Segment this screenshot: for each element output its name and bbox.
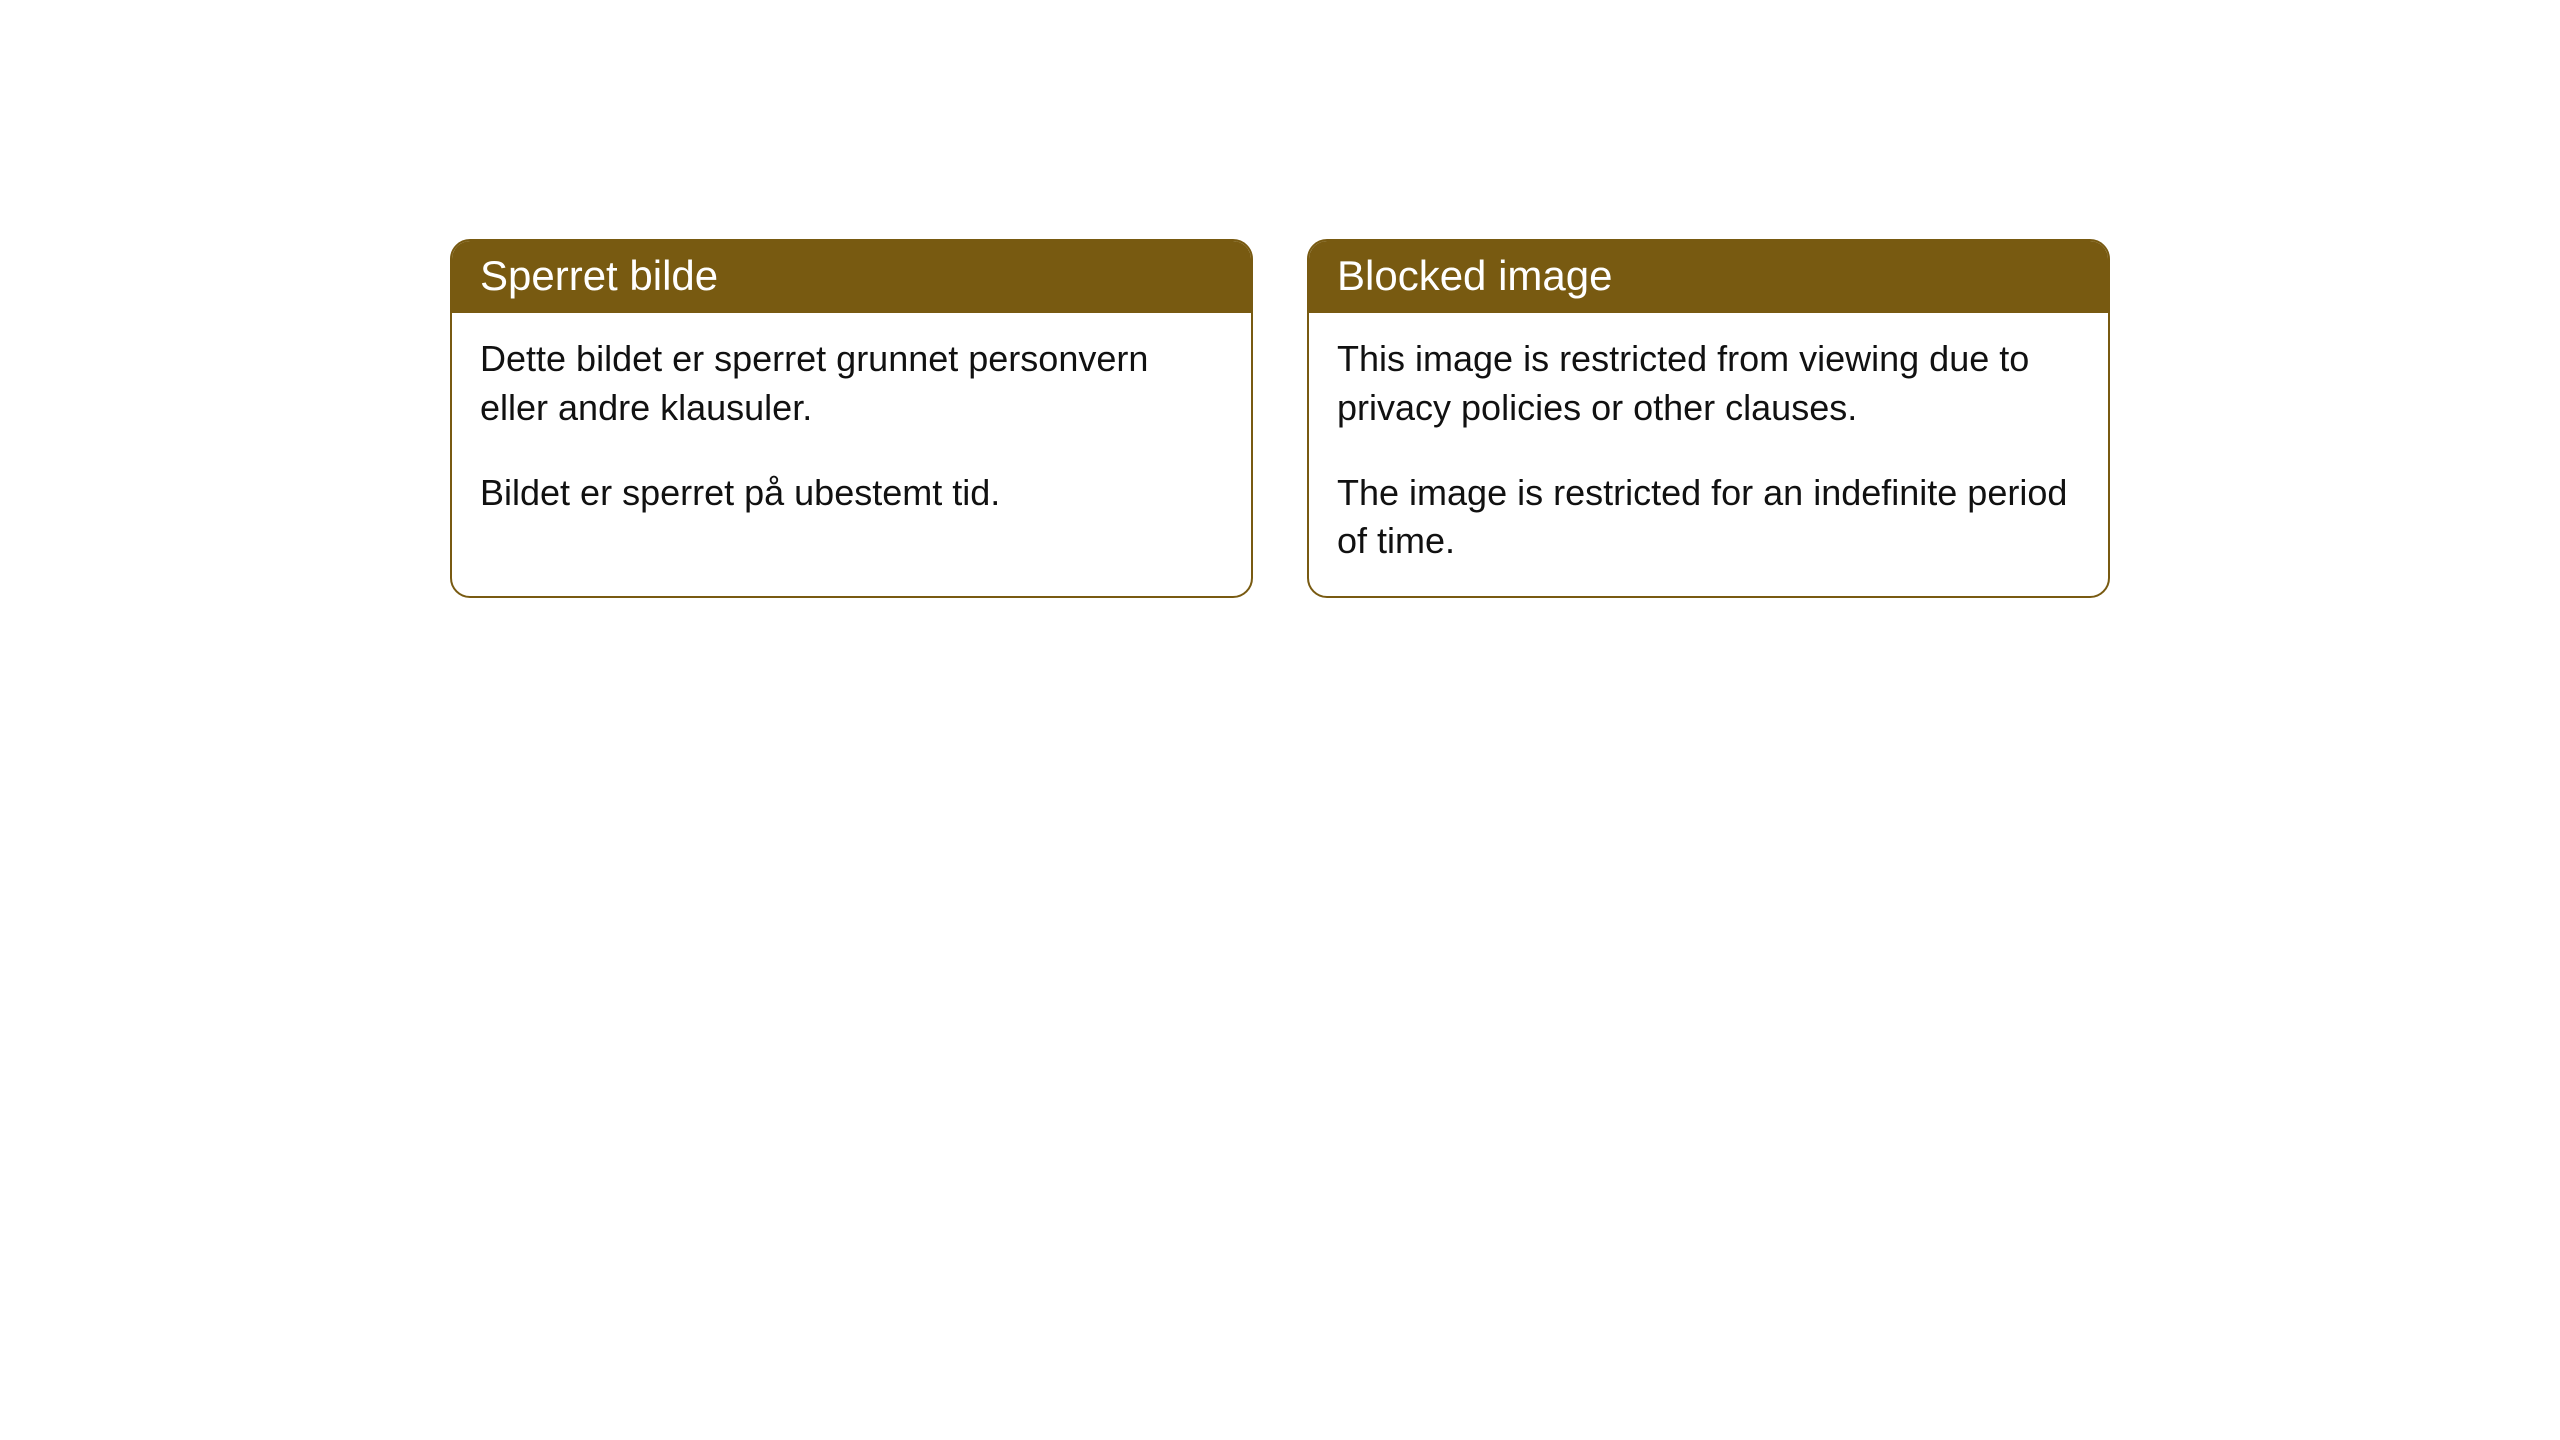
card-header: Sperret bilde	[452, 241, 1251, 313]
notice-card-norwegian: Sperret bilde Dette bildet er sperret gr…	[450, 239, 1253, 598]
notice-card-english: Blocked image This image is restricted f…	[1307, 239, 2110, 598]
card-paragraph: This image is restricted from viewing du…	[1337, 335, 2080, 432]
card-paragraph: Dette bildet er sperret grunnet personve…	[480, 335, 1223, 432]
card-paragraph: Bildet er sperret på ubestemt tid.	[480, 469, 1223, 518]
card-body: Dette bildet er sperret grunnet personve…	[452, 313, 1251, 547]
card-header: Blocked image	[1309, 241, 2108, 313]
card-paragraph: The image is restricted for an indefinit…	[1337, 469, 2080, 566]
notice-cards-container: Sperret bilde Dette bildet er sperret gr…	[450, 239, 2110, 598]
card-body: This image is restricted from viewing du…	[1309, 313, 2108, 595]
